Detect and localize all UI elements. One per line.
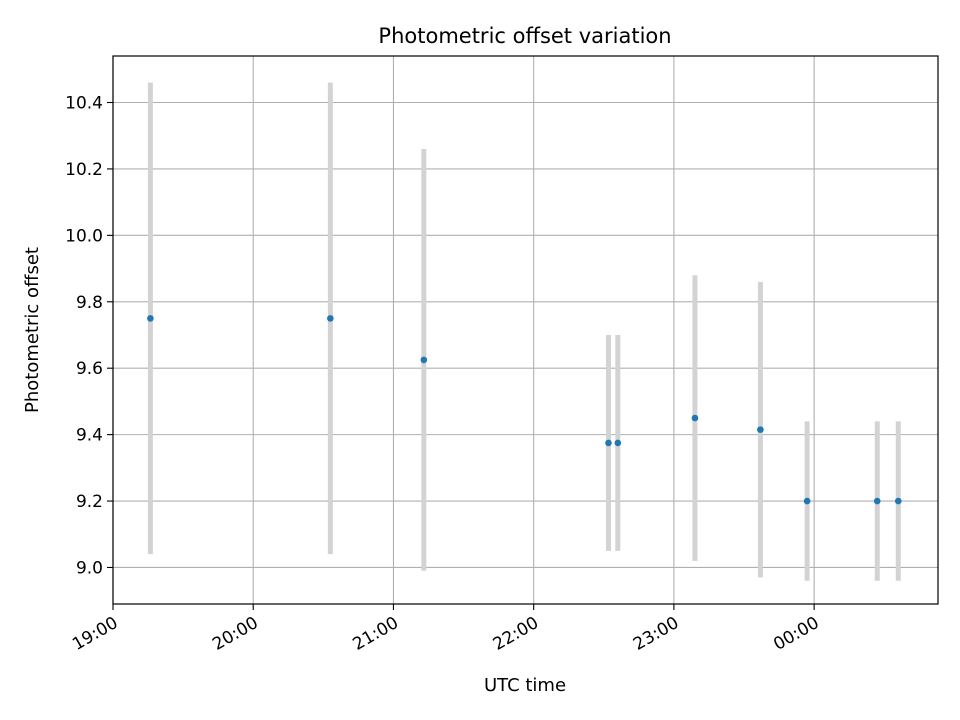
y-tick-label: 9.8 [76, 293, 103, 313]
plot-frame [112, 55, 939, 605]
data-point [691, 414, 699, 422]
data-point [803, 497, 811, 505]
chart-title: Photometric offset variation [378, 24, 671, 48]
data-point [873, 497, 881, 505]
data-point [757, 426, 764, 433]
data-points [147, 315, 902, 505]
data-point [420, 356, 428, 364]
grid-lines [112, 56, 938, 604]
y-tick-label: 9.2 [76, 492, 103, 512]
x-axis-title: UTC time [484, 675, 566, 696]
data-point [894, 497, 902, 505]
y-axis-title: Photometric offset [22, 247, 43, 413]
y-tick-label: 9.0 [76, 558, 103, 578]
data-point [147, 315, 154, 322]
plot-area [113, 56, 938, 604]
data-point [605, 439, 612, 447]
data-point [614, 439, 622, 447]
y-tick-label: 10.2 [65, 160, 103, 180]
data-point [327, 315, 334, 322]
y-tick-label: 10.4 [65, 93, 103, 113]
y-axis-ticks: 9.0 9.2 9.4 9.6 9.8 10.0 10.2 10.4 [65, 93, 113, 578]
y-tick-label: 9.4 [76, 426, 103, 446]
y-tick-label: 9.6 [76, 359, 103, 379]
y-tick-label: 10.0 [65, 226, 103, 246]
